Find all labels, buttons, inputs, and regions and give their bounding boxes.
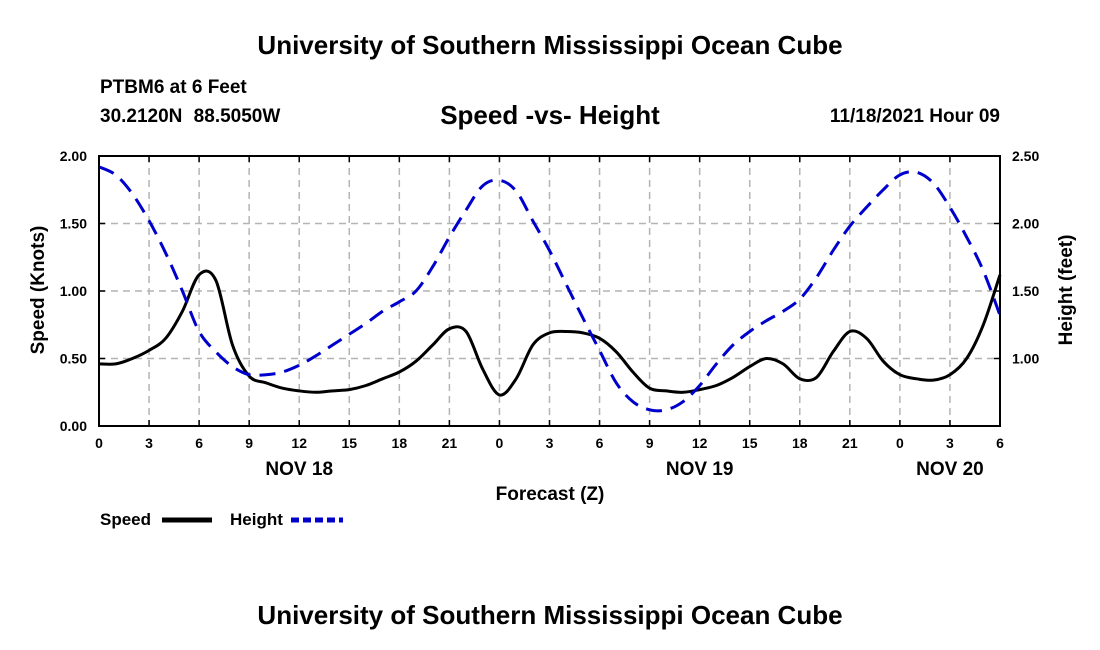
x-tick-label: 21	[842, 435, 858, 451]
x-tick-label: 12	[692, 435, 708, 451]
y2-tick-label: 2.00	[1012, 216, 1039, 232]
y-tick-label: 1.00	[60, 283, 87, 299]
legend: Speed Height	[100, 510, 343, 529]
y2-tick-label: 1.50	[1012, 283, 1039, 299]
x-tick-label: 3	[145, 435, 153, 451]
x-tick-label: 15	[341, 435, 357, 451]
y-tick-label: 0.00	[60, 418, 87, 434]
chart-subtitle: Speed -vs- Height	[440, 100, 660, 130]
legend-label-height: Height	[230, 510, 283, 529]
x-axis-title: Forecast (Z)	[496, 484, 605, 505]
x-tick-label: 3	[946, 435, 954, 451]
x-date-label: NOV 20	[916, 459, 984, 480]
series-line-height	[98, 165, 1002, 413]
y-axis-title: Speed (Knots)	[28, 226, 49, 355]
y2-tick-label: 2.50	[1012, 148, 1039, 164]
x-tick-label: 9	[245, 435, 253, 451]
grid-lines	[99, 156, 1000, 426]
legend-label-speed: Speed	[100, 510, 151, 529]
y-tick-label: 0.50	[60, 351, 87, 367]
x-tick-label: 0	[95, 435, 103, 451]
x-tick-label: 12	[291, 435, 307, 451]
station-coordinates: 30.2120N 88.5050W	[100, 106, 281, 127]
x-tick-label: 18	[792, 435, 808, 451]
y-tick-label: 2.00	[60, 148, 87, 164]
x-tick-label: 0	[896, 435, 904, 451]
x-tick-label: 15	[742, 435, 758, 451]
y2-tick-label: 1.00	[1012, 351, 1039, 367]
forecast-datetime: 11/18/2021 Hour 09	[829, 106, 1000, 127]
station-name: PTBM6 at 6 Feet	[100, 77, 247, 98]
y2-axis-title: Height (feet)	[1056, 235, 1077, 346]
x-tick-label: 9	[646, 435, 654, 451]
tick-labels: 0 3 6 9 12 15 18 21 0 3 6 9 12 15 18 21 0 3 6 NOV 18 NOV 19 N…	[60, 148, 1040, 480]
x-tick-label: 21	[442, 435, 458, 451]
data-series	[98, 165, 1002, 413]
x-tick-label: 18	[392, 435, 408, 451]
x-date-label: NOV 19	[666, 459, 734, 480]
footer-title: University of Southern Mississippi Ocean…	[257, 600, 843, 630]
x-date-label: NOV 18	[265, 459, 333, 480]
x-tick-label: 0	[496, 435, 504, 451]
plot-frame	[98, 155, 1001, 427]
x-tick-label: 6	[596, 435, 604, 451]
x-tick-label: 6	[996, 435, 1004, 451]
y-tick-label: 1.50	[60, 216, 87, 232]
main-title: University of Southern Mississippi Ocean…	[257, 30, 843, 60]
x-tick-label: 3	[546, 435, 554, 451]
x-tick-label: 6	[195, 435, 203, 451]
